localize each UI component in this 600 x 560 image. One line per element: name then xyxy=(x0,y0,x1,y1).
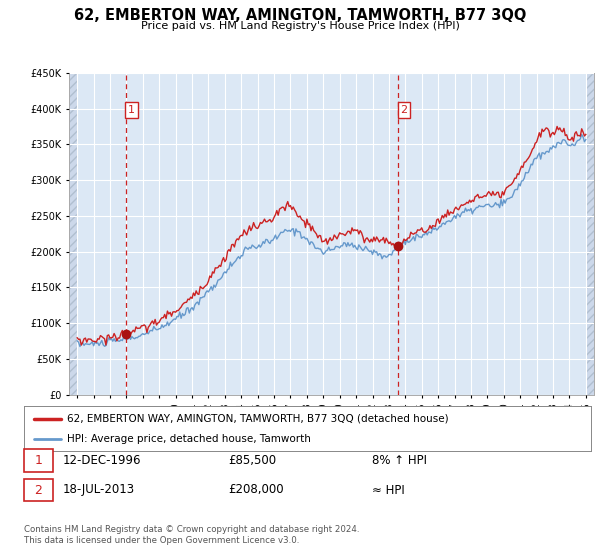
Text: £85,500: £85,500 xyxy=(228,454,276,467)
Text: 8% ↑ HPI: 8% ↑ HPI xyxy=(372,454,427,467)
Text: 12-DEC-1996: 12-DEC-1996 xyxy=(63,454,142,467)
Text: HPI: Average price, detached house, Tamworth: HPI: Average price, detached house, Tamw… xyxy=(67,434,310,444)
Text: Price paid vs. HM Land Registry's House Price Index (HPI): Price paid vs. HM Land Registry's House … xyxy=(140,21,460,31)
Text: 62, EMBERTON WAY, AMINGTON, TAMWORTH, B77 3QQ: 62, EMBERTON WAY, AMINGTON, TAMWORTH, B7… xyxy=(74,8,526,24)
Text: 1: 1 xyxy=(34,454,43,467)
Text: 62, EMBERTON WAY, AMINGTON, TAMWORTH, B77 3QQ (detached house): 62, EMBERTON WAY, AMINGTON, TAMWORTH, B7… xyxy=(67,413,448,423)
Text: Contains HM Land Registry data © Crown copyright and database right 2024.
This d: Contains HM Land Registry data © Crown c… xyxy=(24,525,359,545)
Text: 2: 2 xyxy=(34,483,43,497)
Text: £208,000: £208,000 xyxy=(228,483,284,497)
Text: 18-JUL-2013: 18-JUL-2013 xyxy=(63,483,135,497)
Text: 2: 2 xyxy=(400,105,407,115)
Text: 1: 1 xyxy=(128,105,135,115)
Text: ≈ HPI: ≈ HPI xyxy=(372,483,405,497)
